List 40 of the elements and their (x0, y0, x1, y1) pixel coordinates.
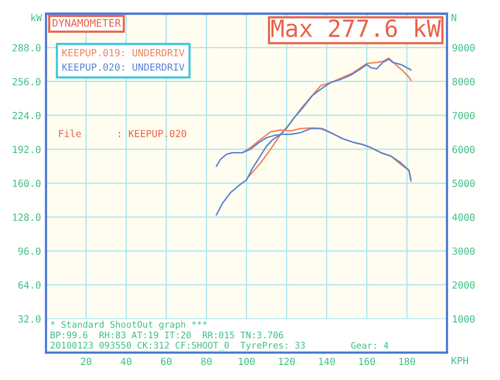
y2-tick-label: 1000 (453, 315, 475, 323)
annotation: Gear: 4 (351, 342, 388, 349)
annotation: 20100123 093550 CK:312 CF:SHOOT_0 TyrePres: 33 (50, 342, 305, 351)
y-tick-label: 96.0 (18, 247, 41, 255)
y-tick-label: 64.0 (18, 281, 41, 289)
chart-title: DYNAMOMETER (52, 19, 121, 27)
annotation: Max 277.6 kW (271, 18, 441, 38)
annotation: File : KEEPUP.020 (59, 130, 186, 138)
y-tick-label: 32.0 (18, 315, 41, 323)
y2-tick-label: 5000 (452, 180, 475, 188)
y2-tick-label: 4000 (452, 214, 475, 221)
x-tick-label: 100 (238, 358, 255, 366)
x-tick-label: 180 (399, 358, 416, 366)
y-tick-label: 256.0 (12, 78, 41, 86)
y-tick-label: 224.0 (12, 112, 41, 120)
y-tick-label: 288.0 (12, 44, 41, 52)
x-tick-label: 140 (319, 358, 335, 366)
x-tick-label: 120 (278, 358, 295, 366)
y2-tick-label: 6000 (452, 146, 475, 154)
x-axis-title: KPH (452, 357, 468, 364)
y-axis-title: kW (31, 14, 42, 22)
x-tick-label: 160 (359, 358, 375, 366)
x-tick-label: 40 (120, 358, 132, 366)
y2-tick-label: 9000 (452, 44, 475, 52)
x-tick-label: 60 (161, 358, 172, 366)
y2-tick-label: 2000 (452, 281, 475, 289)
y2-tick-label: 8000 (452, 78, 475, 86)
annotation: * Standard ShootOut graph *** (50, 320, 207, 330)
y-tick-label: 160.0 (13, 180, 41, 188)
x-tick-label: 80 (201, 358, 212, 366)
line-series (216, 58, 412, 216)
y2-tick-label: 3000 (452, 247, 475, 255)
y2-axis-title: N (452, 14, 456, 22)
y-tick-label: 192.0 (13, 146, 41, 154)
y-tick-label: 128.0 (13, 214, 41, 221)
x-tick-label: 20 (80, 358, 92, 366)
text: KEEPUP.019: UNDERDRIV (62, 49, 184, 56)
y2-tick-label: 7000 (452, 112, 475, 120)
text: KEEPUP.020: UNDERDRIV (62, 63, 184, 71)
annotation: BP:99.6 RH:83 AT:19 IT:20 RR:015 TN:3.706 (50, 332, 284, 338)
